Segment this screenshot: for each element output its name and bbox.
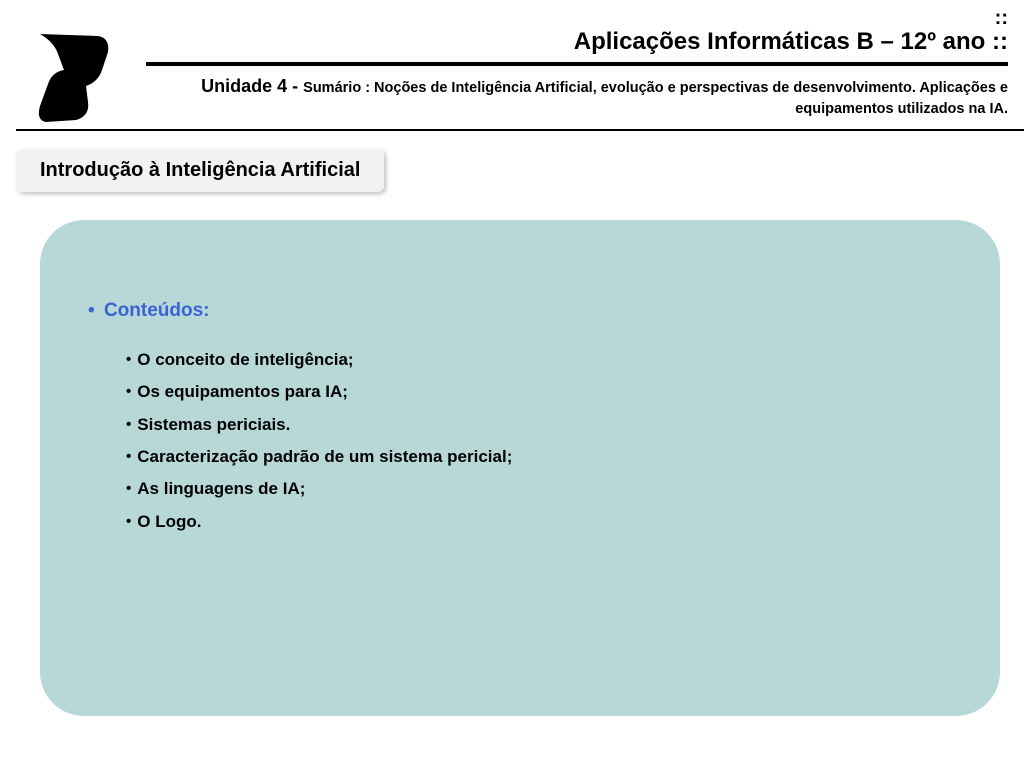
bullet-icon: •: [126, 351, 131, 368]
course-title: Aplicações Informáticas B – 12º ano ::: [146, 28, 1008, 62]
bullet-icon: •: [126, 383, 131, 400]
list-item: • As linguagens de IA;: [126, 473, 952, 505]
summary-text: Sumário : Noções de Inteligência Artific…: [303, 80, 1008, 117]
list-item: • O Logo.: [126, 506, 952, 538]
bullet-icon: •: [126, 513, 131, 530]
list-item-text: Caracterização padrão de um sistema peri…: [137, 447, 512, 466]
content-list: • O conceito de inteligência; • Os equipam…: [88, 344, 952, 538]
list-item: • Caracterização padrão de um sistema per…: [126, 441, 952, 473]
list-item-text: As linguagens de IA;: [137, 479, 305, 498]
list-item: • Os equipamentos para IA;: [126, 376, 952, 408]
section-tab: Introdução à Inteligência Artificial: [16, 149, 384, 192]
list-item: • Sistemas periciais.: [126, 409, 952, 441]
slide-header: :: Aplicações Informáticas B – 12º ano :…: [0, 0, 1024, 119]
contents-heading-text: Conteúdos:: [104, 300, 210, 321]
divider-thin: [16, 129, 1024, 131]
list-item-text: O conceito de inteligência;: [137, 350, 353, 369]
logo: [28, 24, 118, 134]
bullet-icon: •: [126, 416, 131, 433]
unit-label: Unidade 4 -: [201, 76, 303, 96]
list-item-text: Sistemas periciais.: [137, 415, 290, 434]
bullet-icon: •: [88, 300, 95, 321]
unit-summary-line: Unidade 4 - Sumário : Noções de Inteligê…: [146, 66, 1008, 119]
contents-heading: • Conteúdos:: [88, 300, 952, 322]
list-item-text: O Logo.: [137, 512, 201, 531]
content-panel: • Conteúdos: • O conceito de inteligência…: [40, 220, 1000, 716]
list-item: • O conceito de inteligência;: [126, 344, 952, 376]
decor-double-colon: ::: [146, 8, 1008, 28]
list-item-text: Os equipamentos para IA;: [137, 382, 348, 401]
bullet-icon: •: [126, 480, 131, 497]
title-block: :: Aplicações Informáticas B – 12º ano :…: [146, 8, 1008, 62]
bullet-icon: •: [126, 448, 131, 465]
